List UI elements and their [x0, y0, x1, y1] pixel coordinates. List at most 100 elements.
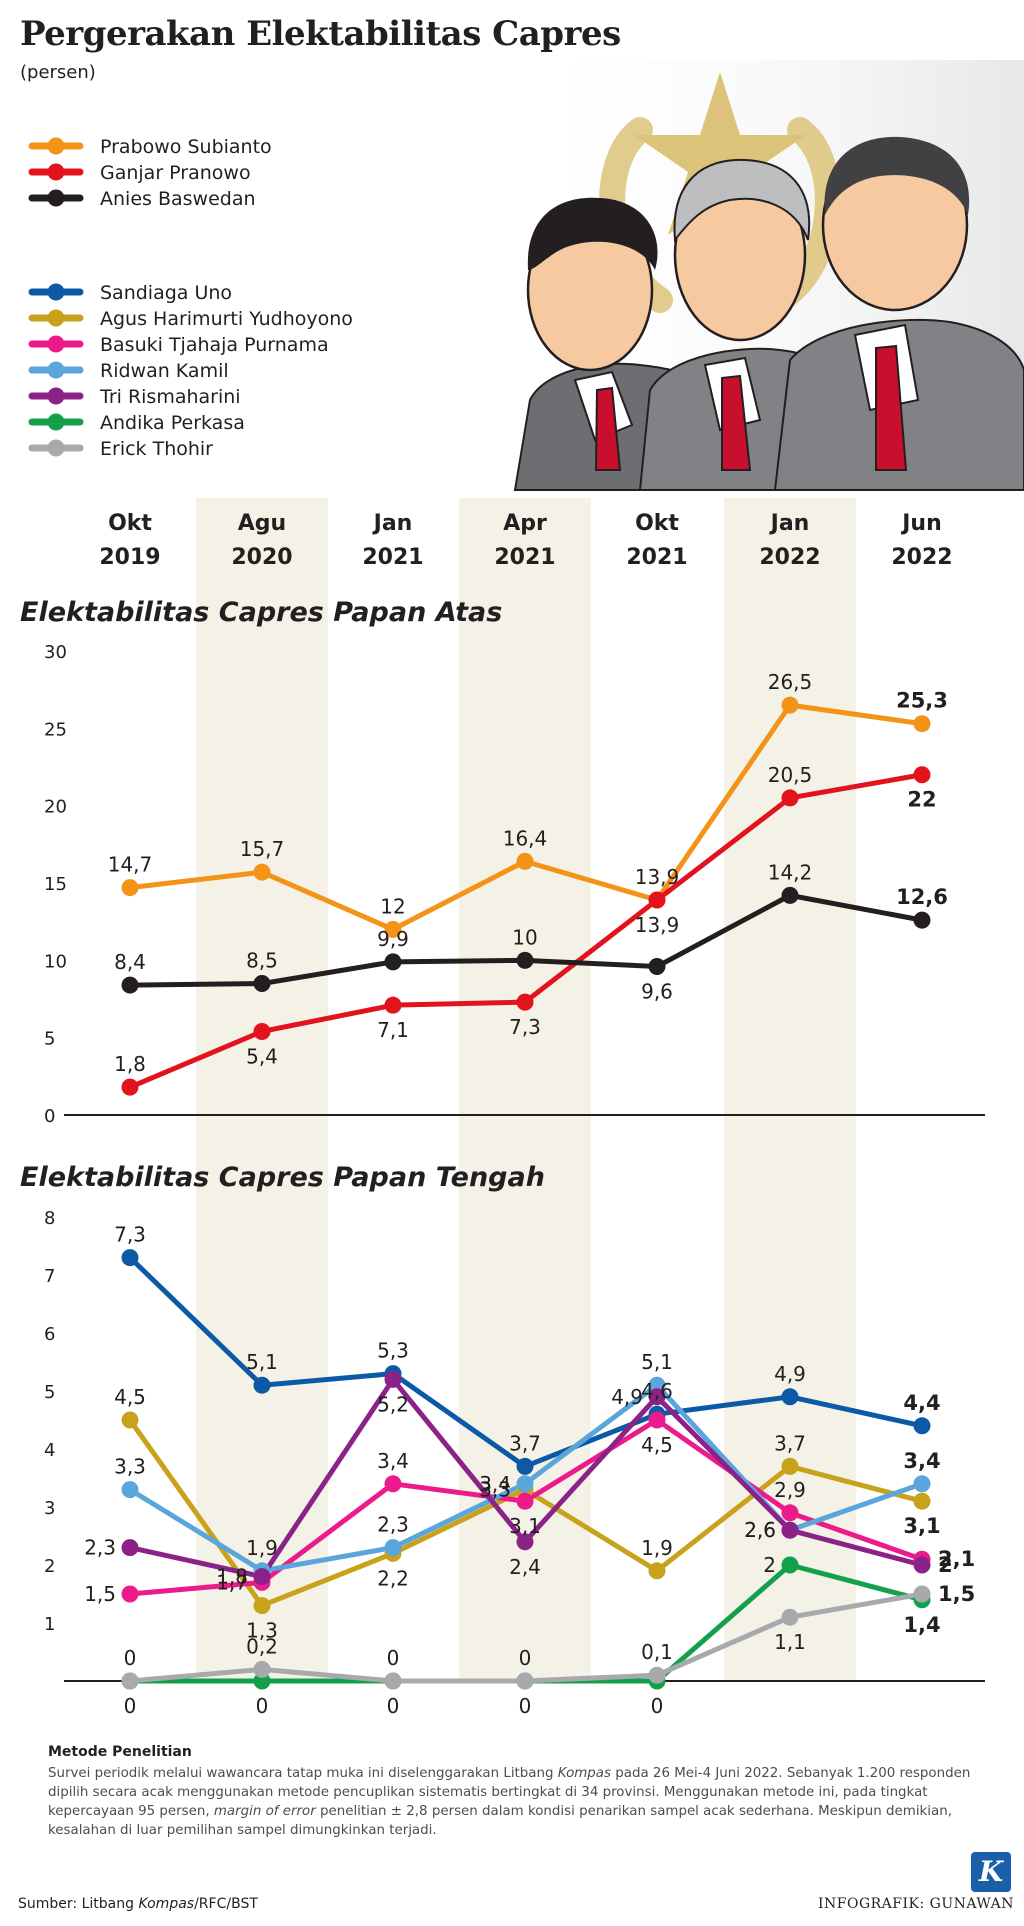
- point-andika-5: [781, 1556, 799, 1574]
- point-ganjar-3: [516, 993, 534, 1011]
- label-andika-0: 0: [124, 1694, 137, 1718]
- section-title-top: Elektabilitas Capres Papan Atas: [20, 597, 502, 628]
- point-erick-1: [253, 1660, 271, 1678]
- point-ganjar-2: [384, 996, 402, 1014]
- label-risma-3: 2,4: [509, 1555, 541, 1579]
- legend-dot-ganjar: [47, 163, 65, 181]
- point-ahy-5: [781, 1457, 799, 1475]
- y-tick-3: 15: [44, 874, 67, 895]
- label-prabowo-4: 13,9: [635, 865, 680, 889]
- label-ahy-6: 3,1: [903, 1514, 940, 1538]
- legend-label-risma: Tri Rismaharini: [99, 386, 241, 408]
- y-tick-5: 25: [44, 719, 67, 740]
- methodology-text: Survei periodik melalui wawancara tatap …: [48, 1764, 996, 1840]
- legend-label-ganjar: Ganjar Pranowo: [100, 162, 251, 184]
- figure-anies: [513, 197, 737, 491]
- point-sandiaga-6: [913, 1417, 931, 1435]
- label-ahok-1: 1,7: [216, 1570, 248, 1594]
- period-header-1-0: Agu: [238, 511, 286, 536]
- methodology-text-3: penelitian ± 2,8 persen dalam kondisi pe…: [48, 1804, 952, 1838]
- y-tick-4: 5: [44, 1382, 55, 1403]
- point-risma-6: [913, 1556, 931, 1574]
- point-prabowo-2: [384, 920, 402, 938]
- label-ganjar-1: 5,4: [246, 1044, 278, 1068]
- legend-dot-erick: [47, 439, 65, 457]
- point-prabowo-3: [516, 852, 534, 870]
- label-sandiaga-5: 4,9: [774, 1362, 806, 1386]
- legend-label-prabowo: Prabowo Subianto: [100, 136, 272, 158]
- candidates-illustration: [513, 60, 1024, 491]
- legend-dot-ahy: [47, 309, 65, 327]
- period-header-2-0: Jan: [372, 511, 413, 536]
- column-shade-1: [196, 498, 328, 1680]
- label-andika-4: 0: [651, 1694, 664, 1718]
- point-ridwan-6: [913, 1475, 931, 1493]
- point-ganjar-1: [253, 1022, 271, 1040]
- legend-top: Prabowo Subianto Ganjar Pranowo Anies Basw…: [28, 136, 272, 210]
- label-risma-6: 2: [938, 1553, 953, 1577]
- label-ridwan-3: 3,4: [479, 1472, 511, 1496]
- column-shading: [196, 498, 856, 1680]
- label-sandiaga-0: 7,3: [114, 1223, 146, 1247]
- label-sandiaga-2: 5,3: [377, 1339, 409, 1363]
- period-header-4-1: 2021: [626, 545, 687, 570]
- label-anies-4: 9,6: [641, 980, 673, 1004]
- infographic-credit: INFOGRAFIK: GUNAWAN: [817, 1896, 1014, 1912]
- legend-dot-prabowo: [47, 137, 65, 155]
- legend-dot-sandiaga: [47, 283, 65, 301]
- period-header-6-1: 2022: [891, 545, 952, 570]
- label-ahok-5: 2,9: [774, 1478, 806, 1502]
- period-header-6-0: Jun: [900, 511, 942, 536]
- y-tick-4: 20: [44, 797, 67, 818]
- label-prabowo-5: 26,5: [768, 670, 813, 694]
- label-ahok-4: 4,5: [641, 1433, 673, 1457]
- period-header-0-1: 2019: [99, 545, 160, 570]
- label-andika-2: 0: [387, 1694, 400, 1718]
- section-title-middle: Elektabilitas Capres Papan Tengah: [20, 1162, 545, 1193]
- label-anies-3: 10: [512, 925, 537, 949]
- label-ridwan-2: 2,3: [377, 1513, 409, 1537]
- label-sandiaga-3: 3,7: [509, 1431, 541, 1455]
- point-erick-0: [121, 1672, 139, 1690]
- point-anies-2: [384, 953, 402, 971]
- label-prabowo-2: 12: [380, 894, 405, 918]
- period-header-2-1: 2021: [362, 545, 423, 570]
- point-ahok-2: [384, 1475, 402, 1493]
- label-erick-4: 0,1: [641, 1640, 673, 1664]
- chart-papan-atas: 0 5 10 15 20 25 30 14,7 15,7 12 16,4 13,9 26,5 25,3 1,…: [44, 642, 985, 1127]
- label-anies-1: 8,5: [246, 949, 278, 973]
- point-sandiaga-0: [121, 1249, 139, 1267]
- label-risma-1: 1,8: [216, 1565, 248, 1589]
- legend-middle: Sandiaga Uno Agus Harimurti Yudhoyono Basu…: [28, 282, 353, 460]
- y-tick-1: 5: [44, 1029, 55, 1050]
- y-tick-3: 4: [44, 1440, 55, 1461]
- legend-dot-risma: [47, 387, 65, 405]
- point-prabowo-0: [121, 879, 139, 897]
- label-ganjar-2: 7,1: [377, 1018, 409, 1042]
- legend-dot-anies: [47, 189, 65, 207]
- point-anies-1: [253, 975, 271, 993]
- point-prabowo-5: [781, 696, 799, 714]
- point-ridwan-0: [121, 1481, 139, 1499]
- point-ahy-0: [121, 1411, 139, 1429]
- page-title: Pergerakan Elektabilitas Capres: [20, 14, 621, 54]
- period-header-5-0: Jan: [769, 511, 810, 536]
- label-ahok-2: 3,4: [377, 1449, 409, 1473]
- label-erick-2: 0: [387, 1646, 400, 1670]
- label-sandiaga-1: 5,1: [246, 1350, 278, 1374]
- label-ridwan-1: 1,9: [246, 1536, 278, 1560]
- point-sandiaga-3: [516, 1457, 534, 1475]
- period-header-4-0: Okt: [635, 511, 679, 536]
- legend-label-ahy: Agus Harimurti Yudhoyono: [100, 308, 353, 330]
- y-tick-6: 7: [44, 1266, 55, 1287]
- label-ahy-2: 2,2: [377, 1566, 409, 1590]
- label-risma-4: 4,9: [611, 1385, 643, 1409]
- point-ahok-3: [516, 1492, 534, 1510]
- label-prabowo-1: 15,7: [240, 837, 285, 861]
- legend-label-erick: Erick Thohir: [100, 438, 213, 460]
- legend-label-andika: Andika Perkasa: [100, 412, 245, 434]
- label-ahy-4: 1,9: [641, 1536, 673, 1560]
- period-header-0-0: Okt: [108, 511, 152, 536]
